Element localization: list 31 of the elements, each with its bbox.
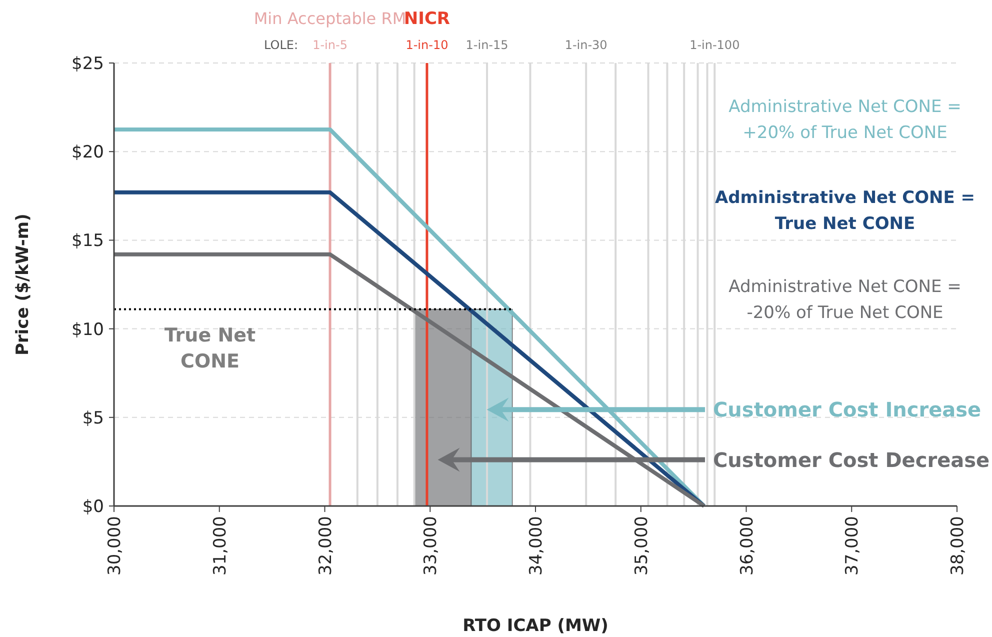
ref-line-label: 1-in-100 [690, 38, 740, 52]
band-label: Customer Cost Decrease [713, 448, 990, 472]
y-tick-label: $5 [82, 408, 104, 428]
y-tick-label: $10 [72, 320, 104, 340]
ref-line-label: 1-in-15 [466, 38, 508, 52]
ref-line-label: 1-in-10 [406, 38, 448, 52]
y-tick-label: $25 [72, 54, 104, 74]
text: NICR [404, 9, 450, 29]
ref-line-label: True Net CONE [164, 324, 256, 372]
x-tick-label: 37,000 [842, 516, 863, 576]
x-axis-title: RTO ICAP (MW) [462, 616, 608, 636]
y-axis-title: Price ($/kW-m) [13, 214, 33, 356]
x-tick-label: 33,000 [421, 516, 442, 576]
x-tick-label: 35,000 [632, 516, 652, 576]
text: Administrative Net CONE = True Net CONE [714, 188, 976, 234]
text: Administrative Net CONE = -20% of True Net CONE [728, 277, 962, 323]
y-tick-label: $0 [82, 497, 104, 517]
y-tick-label: $20 [72, 142, 104, 163]
text: LOLE: [264, 38, 298, 52]
text: Administrative Net CONE = +20% of True Net CONE [728, 97, 962, 143]
y-tick-label: $15 [72, 231, 104, 252]
x-tick-label: 31,000 [210, 516, 230, 576]
x-tick-label: 30,000 [105, 516, 125, 576]
x-tick-label: 36,000 [737, 516, 758, 576]
band-label: Customer Cost Increase [713, 398, 982, 422]
ref-line-label: 1-in-30 [564, 38, 608, 52]
x-tick-label: 32,000 [316, 516, 336, 576]
ref-line-label: 1-in-5 [312, 38, 348, 52]
x-tick-label: 34,000 [526, 516, 546, 576]
text: Min Acceptable RM [254, 9, 406, 28]
x-tick-label: 38,000 [948, 516, 968, 576]
